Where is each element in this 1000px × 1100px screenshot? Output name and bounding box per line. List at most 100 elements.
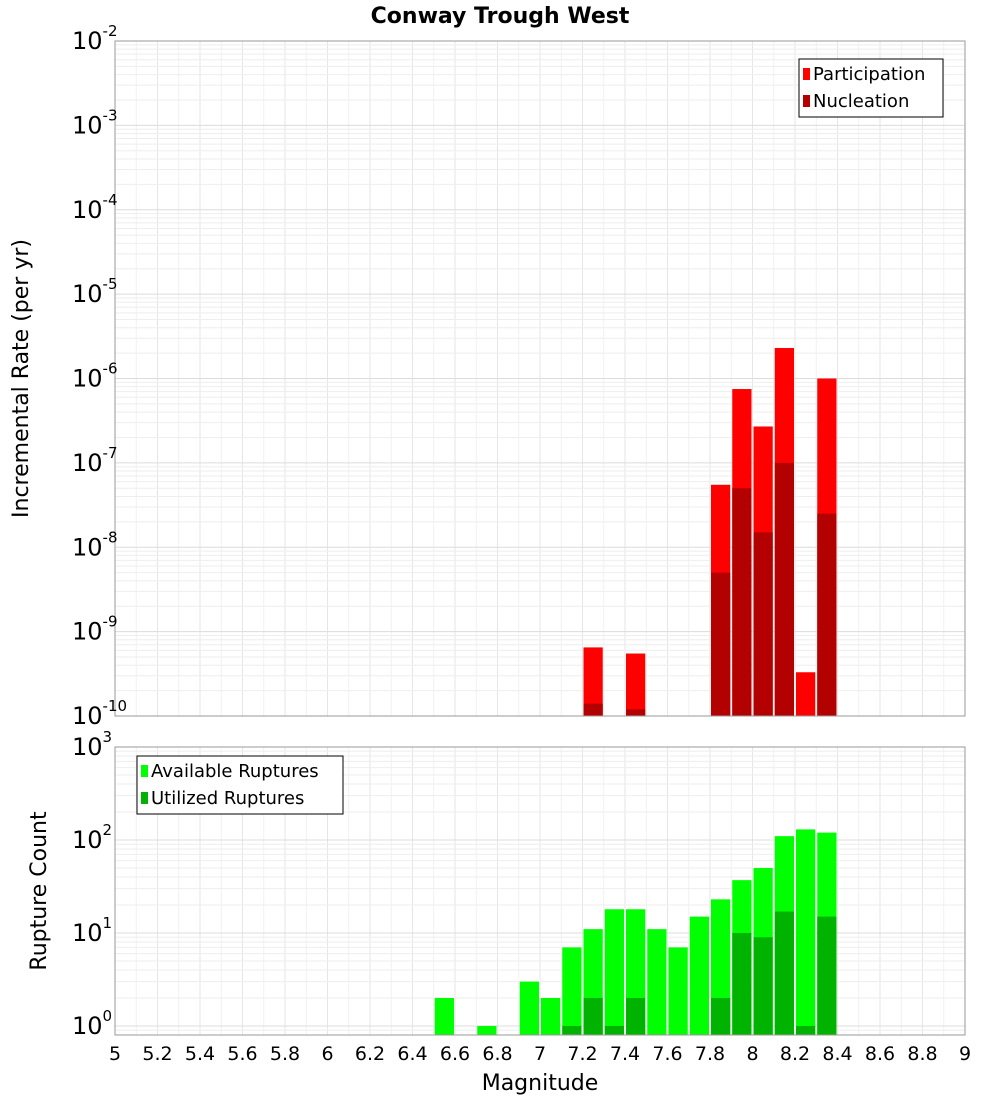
- bar-nucleation: [583, 703, 603, 716]
- x-tick-label: 5.4: [185, 1043, 215, 1065]
- bar-utilized-ruptures: [604, 1025, 624, 1035]
- y-tick-label: 10-2: [72, 22, 118, 55]
- legend-label-utilized-ruptures: Utilized Ruptures: [151, 788, 304, 809]
- y-tick-exponent: 3: [103, 728, 113, 746]
- bar-utilized-ruptures: [562, 1025, 582, 1035]
- top-legend-box: [798, 58, 944, 118]
- y-tick-base: 10: [72, 618, 103, 646]
- x-tick-label: 8.4: [822, 1043, 852, 1065]
- y-tick-base: 10: [72, 733, 103, 761]
- bar-utilized-ruptures: [774, 911, 794, 1035]
- y-tick-exponent: -4: [103, 191, 118, 209]
- bottom-legend-box: [136, 755, 344, 815]
- x-axis-label: Magnitude: [482, 1071, 599, 1096]
- bar-available-ruptures: [562, 947, 582, 1035]
- y-tick-base: 10: [72, 826, 103, 854]
- y-tick-label: 10-8: [72, 528, 118, 561]
- x-tick-label: 5.6: [227, 1043, 257, 1065]
- y-tick-exponent: -3: [103, 106, 118, 124]
- top-y-ticks: 10-210-310-410-510-610-710-810-910-10: [72, 22, 127, 730]
- top-panel: 10-210-310-410-510-610-710-810-910-10 In…: [9, 22, 966, 730]
- y-tick-base: 10: [72, 280, 103, 308]
- x-tick-label: 7.6: [652, 1043, 682, 1065]
- bottom-y-axis-label: Rupture Count: [27, 811, 52, 971]
- bar-participation: [626, 653, 646, 716]
- x-tick-label: 5.2: [142, 1043, 172, 1065]
- top-legend: Participation Nucleation: [798, 58, 944, 118]
- x-tick-label: 7.8: [695, 1043, 725, 1065]
- legend-swatch-available-ruptures: [141, 765, 148, 777]
- bar-nucleation: [711, 572, 731, 716]
- legend-label-nucleation: Nucleation: [813, 91, 909, 112]
- x-ticks: 5 5.2 5.4 5.6 5.8 6 6.2 6.4 6.6 6.8 7 7.2 7.4 7.6 7.8 8…: [109, 1043, 971, 1065]
- y-tick-exponent: -6: [103, 360, 118, 378]
- y-tick-label: 10-10: [72, 697, 127, 730]
- top-gridlines: [114, 41, 966, 717]
- y-tick-exponent: 1: [103, 914, 113, 932]
- y-tick-base: 10: [72, 702, 103, 730]
- top-plot-frame: [114, 40, 966, 717]
- y-tick-base: 10: [72, 365, 103, 393]
- bar-utilized-ruptures: [817, 916, 837, 1035]
- bar-available-ruptures: [477, 1025, 497, 1035]
- bar-utilized-ruptures: [732, 932, 752, 1035]
- y-tick-label: 101: [72, 914, 112, 947]
- legend-swatch-nucleation: [803, 95, 810, 107]
- bar-available-ruptures: [434, 997, 454, 1035]
- y-tick-base: 10: [72, 1012, 103, 1040]
- top-y-axis-label: Incremental Rate (per yr): [9, 239, 34, 518]
- x-tick-label: 8.8: [907, 1043, 937, 1065]
- x-tick-label: 8.2: [780, 1043, 810, 1065]
- bottom-bars: [434, 829, 837, 1035]
- x-tick-label: 7: [534, 1043, 546, 1065]
- y-tick-label: 100: [72, 1007, 112, 1040]
- x-tick-label: 7.2: [567, 1043, 597, 1065]
- bar-participation: [796, 672, 816, 716]
- top-bars: [583, 347, 837, 716]
- y-tick-base: 10: [72, 27, 103, 55]
- x-tick-label: 7.4: [610, 1043, 640, 1065]
- bottom-plot-frame: [114, 746, 966, 1036]
- y-tick-exponent: -2: [103, 22, 118, 40]
- y-tick-label: 10-7: [72, 444, 118, 477]
- bar-utilized-ruptures: [711, 997, 731, 1035]
- bar-utilized-ruptures: [753, 937, 773, 1035]
- bar-participation: [583, 647, 603, 716]
- y-tick-base: 10: [72, 533, 103, 561]
- bar-nucleation: [817, 513, 837, 716]
- y-tick-base: 10: [72, 196, 103, 224]
- y-tick-exponent: 0: [103, 1007, 113, 1025]
- bar-available-ruptures: [689, 916, 709, 1035]
- bar-nucleation: [753, 532, 773, 716]
- y-tick-base: 10: [72, 449, 103, 477]
- bar-available-ruptures: [796, 829, 816, 1035]
- y-tick-exponent: 2: [103, 821, 113, 839]
- y-tick-exponent: -9: [103, 613, 118, 631]
- y-tick-base: 10: [72, 111, 103, 139]
- bar-available-ruptures: [541, 997, 561, 1035]
- bar-utilized-ruptures: [583, 997, 603, 1035]
- y-tick-label: 10-3: [72, 106, 118, 139]
- x-tick-label: 6: [321, 1043, 333, 1065]
- x-tick-label: 9: [959, 1043, 971, 1065]
- y-tick-label: 102: [72, 821, 112, 854]
- y-tick-exponent: -8: [103, 528, 118, 546]
- legend-swatch-utilized-ruptures: [141, 792, 148, 804]
- y-tick-exponent: -7: [103, 444, 118, 462]
- bar-utilized-ruptures: [796, 1025, 816, 1035]
- bar-nucleation: [626, 709, 646, 716]
- x-tick-label: 8.6: [865, 1043, 895, 1065]
- legend-swatch-participation: [803, 68, 810, 80]
- y-tick-label: 10-9: [72, 613, 118, 646]
- x-tick-label: 5.8: [270, 1043, 300, 1065]
- bar-available-ruptures: [668, 947, 688, 1035]
- x-tick-label: 6.4: [397, 1043, 427, 1065]
- x-tick-label: 6.6: [440, 1043, 470, 1065]
- bar-nucleation: [732, 488, 752, 716]
- x-tick-label: 6.8: [482, 1043, 512, 1065]
- y-tick-base: 10: [72, 919, 103, 947]
- legend-label-available-ruptures: Available Ruptures: [151, 761, 319, 782]
